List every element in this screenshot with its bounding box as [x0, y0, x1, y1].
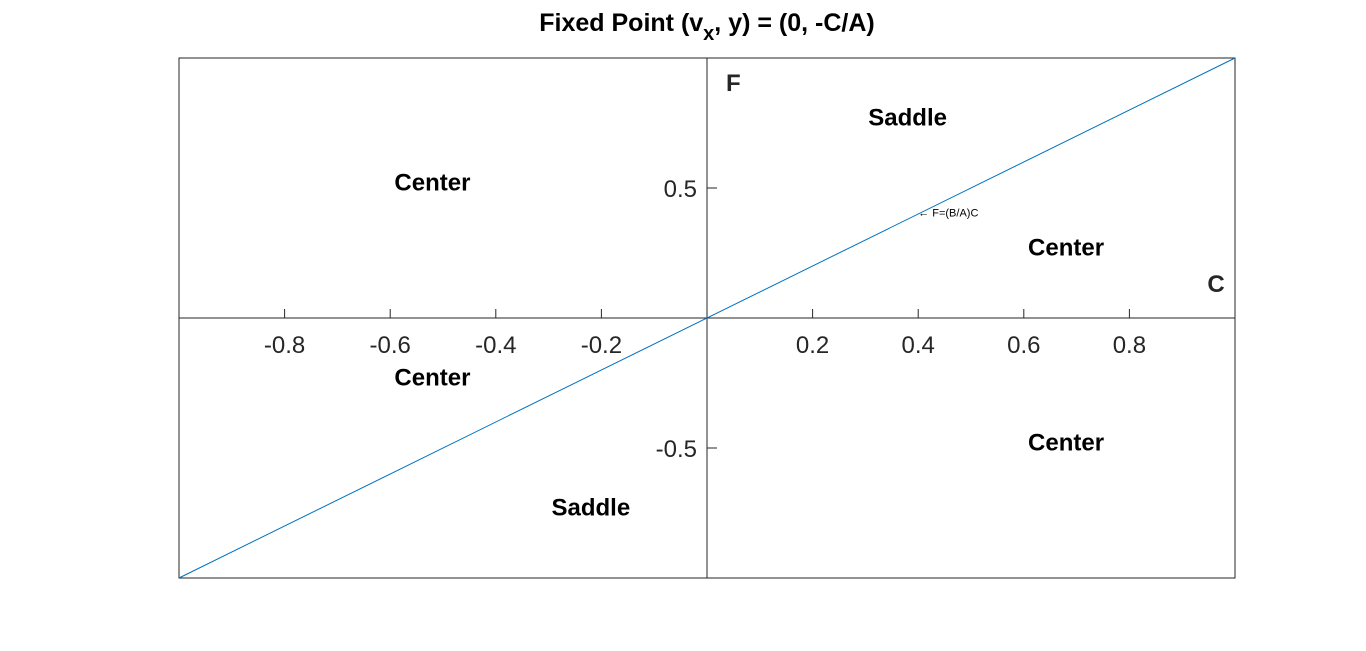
- x-tick-label: -0.2: [581, 332, 622, 359]
- region-label: Center: [1028, 235, 1104, 262]
- x-tick-label: -0.8: [264, 332, 305, 359]
- chart-title-prefix: Fixed Point (v: [539, 9, 703, 37]
- chart-marks: -0.8 -0.6 -0.4 -0.2 0.2 0.4 0.6 0.8 0.5 -0.5 Cente…: [178, 57, 1236, 579]
- region-label: Saddle: [551, 495, 630, 522]
- x-tick-label: 0.6: [1007, 332, 1040, 359]
- line-annotation: ← F=(B/A)C: [918, 208, 978, 220]
- region-label: Center: [1028, 430, 1104, 457]
- region-label: Center: [394, 365, 470, 392]
- chart-title: Fixed Point (vx, y) = (0, -C/A): [539, 9, 874, 45]
- series-line: [178, 57, 1236, 579]
- region-label: Center: [394, 170, 470, 197]
- x-tick-label: 0.8: [1113, 332, 1146, 359]
- chart-title-subscript: x: [703, 23, 714, 45]
- y-axis-label: F: [726, 70, 741, 97]
- x-tick-label: -0.4: [475, 332, 516, 359]
- region-label: Saddle: [868, 105, 947, 132]
- y-tick-label: -0.5: [656, 436, 697, 463]
- y-tick-label: 0.5: [664, 176, 697, 203]
- x-tick-label: -0.6: [370, 332, 411, 359]
- chart-title-suffix: , y) = (0, -C/A): [714, 9, 874, 37]
- x-axis-label: C: [1207, 271, 1224, 298]
- x-tick-label: 0.4: [902, 332, 935, 359]
- x-tick-label: 0.2: [796, 332, 829, 359]
